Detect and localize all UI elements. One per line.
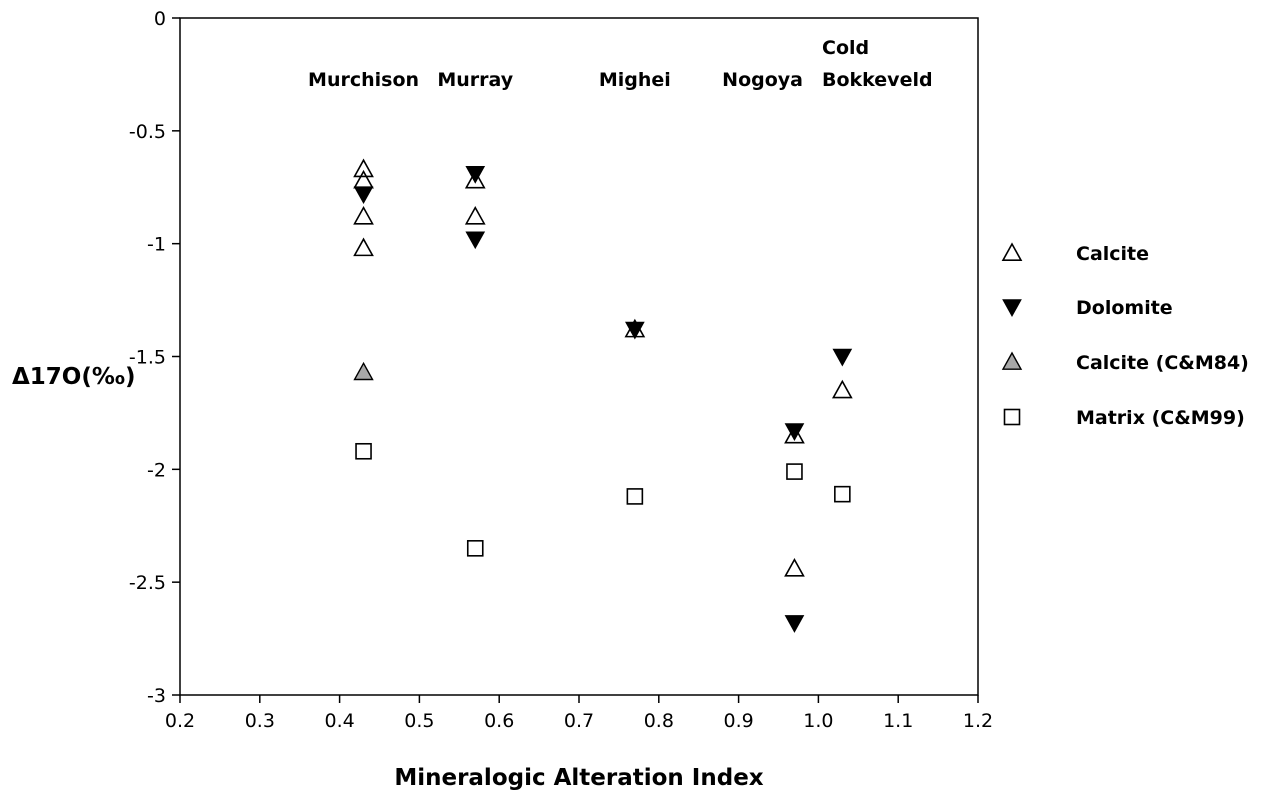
annotation-label: Mighei — [599, 69, 671, 91]
annotation-label: Nogoya — [722, 69, 803, 91]
matrix-marker — [1003, 408, 1021, 426]
y-tick-label: 0 — [154, 8, 166, 30]
y-axis-title: Δ17O(‰) — [12, 364, 136, 390]
legend-entry-label: Calcite — [1076, 243, 1149, 265]
matrix-marker — [834, 485, 851, 503]
calcite-marker — [353, 169, 374, 189]
matrix-marker — [626, 488, 644, 505]
calcite-marker — [1001, 242, 1023, 262]
annotation-label: Murchison — [308, 69, 419, 91]
y-tick-label: -2 — [147, 459, 166, 481]
annotation-label: Murray — [437, 69, 513, 91]
plot-frame — [179, 17, 979, 696]
dolomite-marker — [784, 615, 805, 633]
y-tick-label: -1 — [147, 234, 166, 256]
x-axis-ticks: 0.2 0.3 0.4 0.5 0.6 0.7 0.8 0.9 1.0 1.1 1.2 — [165, 695, 993, 732]
x-tick-label: 1.1 — [883, 710, 913, 732]
dolomite-marker — [784, 423, 805, 441]
calcite-cm84-marker — [1001, 351, 1023, 370]
calcite-marker — [464, 205, 486, 225]
calcite-marker — [353, 158, 374, 178]
matrix-marker — [786, 463, 803, 480]
legend: Calcite Dolomite Calcite (C&M84) Matrix (C&… — [1001, 242, 1249, 429]
y-tick-label: -0.5 — [129, 121, 166, 143]
annotation-label: Bokkeveld — [822, 69, 933, 91]
x-tick-label: 1.2 — [963, 710, 993, 732]
y-tick-label: -1.5 — [129, 347, 166, 369]
x-tick-label: 1.0 — [803, 710, 833, 732]
meteorite-annotations: Murchison Murray Mighei Nogoya Cold Bokkeveld — [308, 37, 933, 91]
x-tick-label: 0.3 — [245, 710, 275, 732]
annotation-label: Cold — [822, 37, 869, 59]
y-axis-ticks: 0 -0.5 -1 -1.5 -2 -2.5 -3 — [129, 8, 180, 707]
x-tick-label: 0.9 — [723, 710, 753, 732]
x-tick-label: 0.2 — [165, 710, 195, 732]
matrix-marker — [466, 540, 484, 557]
dolomite-marker — [832, 348, 853, 367]
dolomite-marker — [353, 186, 374, 205]
legend-entry-label: Dolomite — [1076, 297, 1173, 319]
calcite-marker — [784, 424, 805, 444]
dolomite-marker — [465, 231, 486, 250]
matrix-marker — [355, 442, 372, 460]
calcite-marker — [353, 205, 374, 225]
data-points — [353, 158, 853, 633]
x-tick-label: 0.8 — [644, 710, 674, 732]
legend-entry-label: Calcite (C&M84) — [1076, 352, 1249, 374]
y-tick-label: -3 — [147, 685, 166, 707]
y-tick-label: -2.5 — [129, 572, 166, 594]
dolomite-marker — [1002, 299, 1022, 318]
dolomite-marker — [625, 321, 645, 340]
x-axis-title: Mineralogic Alteration Index — [394, 765, 763, 791]
x-tick-label: 0.7 — [564, 710, 594, 732]
calcite-marker — [784, 557, 805, 577]
dolomite-marker — [465, 166, 486, 184]
calcite-cm84-marker — [353, 361, 374, 381]
calcite-marker — [353, 237, 374, 257]
x-tick-label: 0.4 — [324, 710, 354, 732]
x-tick-label: 0.6 — [484, 710, 514, 732]
calcite-marker — [464, 169, 486, 189]
x-tick-label: 0.5 — [404, 710, 434, 732]
legend-entry-label: Matrix (C&M99) — [1076, 407, 1245, 429]
calcite-marker — [831, 379, 853, 399]
